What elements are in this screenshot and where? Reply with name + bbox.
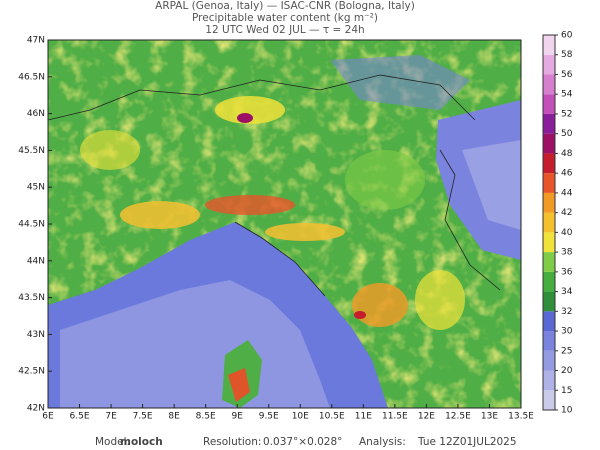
colorbar-swatch — [543, 331, 555, 351]
lon-label: 12.5E — [445, 412, 471, 422]
colorbar-label: 10 — [561, 406, 573, 416]
lat-label: 44.5N — [18, 220, 45, 230]
colorbar-label: 40 — [561, 228, 573, 238]
lon-label: 13.5E — [508, 412, 534, 422]
colorbar-label: 34 — [561, 287, 573, 297]
colorbar-swatch — [543, 113, 555, 134]
colorbar-frame — [542, 34, 556, 411]
header-line: ARPAL (Genoa, Italy) — ISAC-CNR (Bologna… — [155, 0, 415, 12]
colorbar-label: 38 — [561, 248, 573, 258]
colorbar-swatch — [543, 350, 555, 371]
lat-label: 45.5N — [18, 146, 45, 156]
lon-label: 7E — [105, 412, 117, 422]
colorbar-label: 36 — [561, 267, 573, 277]
lon-label: 8E — [168, 412, 180, 422]
colorbar-swatch — [543, 133, 555, 154]
lat-label: 47N — [27, 36, 45, 46]
lat-label: 43.5N — [18, 293, 45, 303]
lat-label: 42N — [27, 404, 45, 414]
colorbar-label: 60 — [561, 31, 573, 41]
colorbar-swatch — [543, 94, 555, 114]
colorbar-label: 56 — [561, 70, 573, 80]
lon-label: 12E — [418, 412, 435, 422]
header-line: Precipitable water content (kg m⁻²) — [192, 12, 378, 24]
colorbar-swatch — [543, 212, 555, 233]
colorbar-swatch — [543, 173, 555, 193]
colorbar-label: 42 — [561, 208, 572, 218]
lat-label: 42.5N — [18, 367, 45, 377]
colorbar-swatch — [543, 370, 555, 391]
lon-label: 6E — [42, 412, 54, 422]
footer-text: Analysis: — [359, 436, 406, 448]
colorbar-swatch — [543, 311, 555, 332]
footer-text: Resolution: — [203, 436, 261, 448]
colorbar-label: 54 — [561, 90, 573, 100]
lon-label: 13E — [481, 412, 498, 422]
footer-text: 0.037°×0.028° — [263, 436, 342, 448]
colorbar-label: 20 — [561, 366, 573, 376]
footer-text: Model: — [95, 436, 130, 448]
colorbar-swatch — [543, 252, 555, 272]
colorbar-swatch — [543, 54, 555, 75]
lat-label: 45N — [27, 183, 45, 193]
lon-label: 8.5E — [196, 412, 216, 422]
colorbar-label: 50 — [561, 129, 573, 139]
colorbar-label: 46 — [561, 169, 573, 179]
lon-label: 11.5E — [382, 412, 408, 422]
colorbar-label: 52 — [561, 109, 572, 119]
lon-label: 10.5E — [319, 412, 345, 422]
colorbar-swatch — [543, 271, 555, 292]
colorbar-swatch — [543, 291, 555, 312]
footer-text: moloch — [120, 436, 163, 448]
colorbar-swatch — [543, 390, 555, 410]
colorbar-label: 58 — [561, 50, 573, 60]
colorbar-swatch — [543, 153, 555, 174]
lon-label: 10E — [292, 412, 309, 422]
footer-text: Tue 12Z01JUL2025 — [417, 436, 517, 448]
colorbar-label: 15 — [561, 386, 572, 396]
lon-label: 7.5E — [133, 412, 153, 422]
colorbar-swatch — [543, 35, 555, 55]
colorbar-swatch — [543, 192, 555, 213]
lat-label: 44N — [27, 256, 45, 266]
lat-label: 46N — [27, 109, 45, 119]
lon-label: 6.5E — [70, 412, 90, 422]
colorbar-label: 30 — [561, 327, 573, 337]
colorbar-swatch — [543, 232, 555, 253]
lat-label: 46.5N — [18, 72, 45, 82]
colorbar-label: 32 — [561, 307, 572, 317]
colorbar-swatch — [543, 74, 555, 95]
colorbar-label: 48 — [561, 149, 573, 159]
colorbar-label: 25 — [561, 346, 572, 356]
lon-label: 9.5E — [259, 412, 279, 422]
header-line: 12 UTC Wed 02 JUL — τ = 24h — [205, 24, 364, 36]
lat-label: 43N — [27, 330, 45, 340]
lon-label: 9E — [231, 412, 243, 422]
map-field — [48, 40, 521, 408]
colorbar-label: 44 — [561, 188, 573, 198]
lon-label: 11E — [355, 412, 372, 422]
